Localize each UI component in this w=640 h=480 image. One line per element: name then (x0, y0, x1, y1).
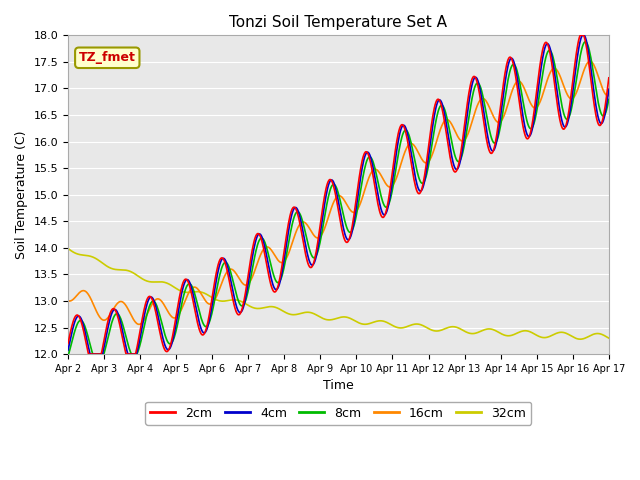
4cm (87, 351, 95, 357)
16cm (214, 291, 221, 297)
Text: TZ_fmet: TZ_fmet (79, 51, 136, 64)
Line: 8cm: 8cm (68, 42, 609, 354)
16cm (586, 58, 594, 64)
16cm (74, 291, 82, 297)
8cm (420, 180, 428, 185)
2cm (186, 282, 193, 288)
32cm (577, 336, 584, 342)
16cm (420, 159, 428, 165)
2cm (214, 264, 221, 269)
Title: Tonzi Soil Temperature Set A: Tonzi Soil Temperature Set A (229, 15, 447, 30)
32cm (64, 246, 72, 252)
16cm (186, 289, 193, 295)
32cm (420, 323, 428, 329)
16cm (605, 93, 612, 98)
32cm (74, 251, 82, 257)
32cm (213, 297, 221, 303)
4cm (405, 136, 413, 142)
2cm (64, 341, 72, 347)
16cm (64, 298, 72, 303)
Line: 32cm: 32cm (68, 249, 609, 339)
Y-axis label: Soil Temperature (C): Soil Temperature (C) (15, 131, 28, 259)
32cm (184, 289, 192, 295)
8cm (130, 351, 138, 357)
4cm (214, 270, 221, 276)
2cm (131, 351, 138, 357)
8cm (74, 320, 82, 326)
Line: 4cm: 4cm (68, 36, 609, 354)
2cm (577, 33, 584, 38)
2cm (85, 351, 93, 357)
Line: 16cm: 16cm (68, 61, 609, 324)
8cm (605, 96, 612, 102)
2cm (405, 145, 413, 151)
16cm (135, 322, 143, 327)
8cm (64, 351, 72, 357)
4cm (74, 313, 82, 319)
Line: 2cm: 2cm (68, 36, 609, 354)
8cm (184, 281, 192, 287)
X-axis label: Time: Time (323, 379, 354, 392)
8cm (582, 39, 589, 45)
4cm (64, 347, 72, 353)
4cm (131, 351, 138, 357)
2cm (74, 312, 82, 318)
2cm (420, 173, 428, 179)
16cm (130, 316, 138, 322)
8cm (404, 130, 412, 135)
8cm (213, 286, 221, 291)
4cm (579, 33, 586, 38)
4cm (605, 86, 612, 92)
4cm (186, 278, 193, 284)
2cm (605, 75, 612, 81)
32cm (404, 324, 412, 329)
32cm (130, 270, 138, 276)
16cm (405, 142, 413, 148)
4cm (420, 179, 428, 184)
Legend: 2cm, 4cm, 8cm, 16cm, 32cm: 2cm, 4cm, 8cm, 16cm, 32cm (145, 402, 531, 425)
32cm (605, 335, 612, 341)
